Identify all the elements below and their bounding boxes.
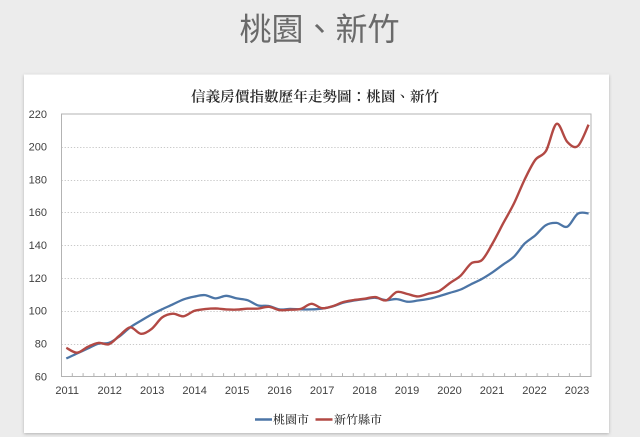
svg-text:2014: 2014 — [182, 385, 206, 397]
svg-text:2015: 2015 — [225, 385, 249, 397]
svg-text:2017: 2017 — [310, 385, 334, 397]
svg-text:2019: 2019 — [395, 385, 419, 397]
svg-text:2018: 2018 — [352, 385, 376, 397]
svg-text:200: 200 — [29, 142, 47, 154]
svg-text:2011: 2011 — [55, 385, 79, 397]
svg-text:60: 60 — [35, 371, 47, 383]
svg-text:180: 180 — [29, 174, 47, 186]
svg-text:2020: 2020 — [437, 385, 461, 397]
svg-text:2022: 2022 — [522, 385, 546, 397]
svg-text:160: 160 — [29, 207, 47, 219]
svg-text:2021: 2021 — [480, 385, 504, 397]
svg-text:2013: 2013 — [140, 385, 164, 397]
svg-text:220: 220 — [29, 109, 47, 121]
svg-text:2012: 2012 — [97, 385, 121, 397]
svg-text:100: 100 — [29, 306, 47, 318]
svg-text:120: 120 — [29, 273, 47, 285]
svg-text:2023: 2023 — [565, 385, 589, 397]
svg-text:140: 140 — [29, 240, 47, 252]
svg-text:2016: 2016 — [267, 385, 291, 397]
svg-text:80: 80 — [35, 339, 47, 351]
